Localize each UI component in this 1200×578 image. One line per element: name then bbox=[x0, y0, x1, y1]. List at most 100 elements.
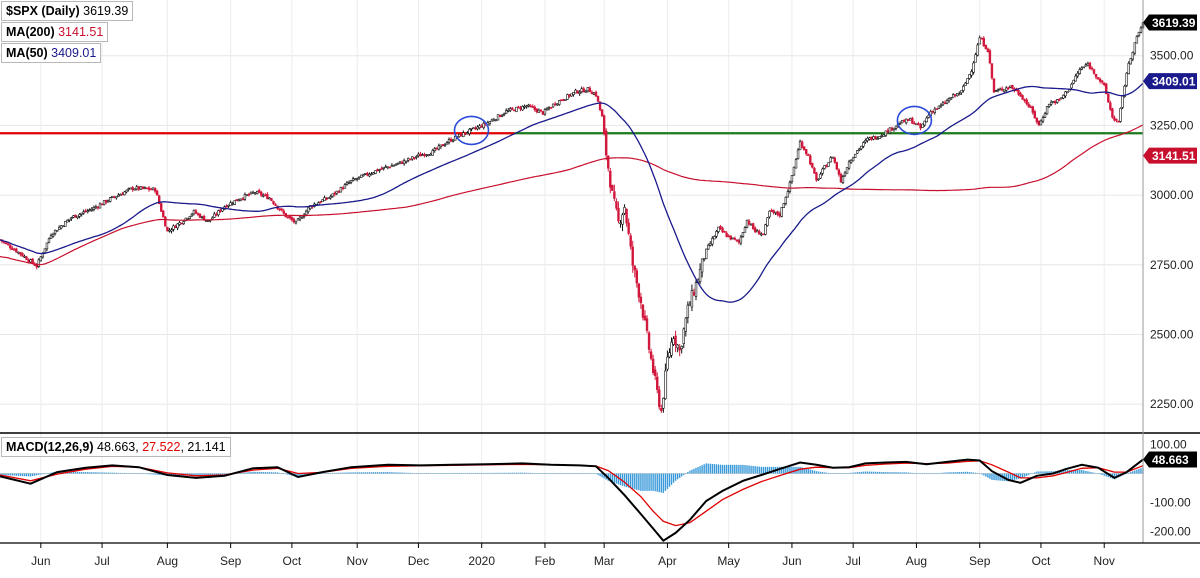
legend-ma50-label: MA(50) bbox=[6, 46, 48, 60]
macd-histogram-bar bbox=[1064, 470, 1067, 474]
macd-histogram-bar bbox=[889, 472, 891, 474]
candle-body bbox=[976, 44, 979, 56]
candle-body bbox=[104, 199, 108, 203]
candle-body bbox=[1109, 102, 1112, 110]
candle-body bbox=[498, 114, 502, 118]
macd-histogram-bar bbox=[395, 472, 397, 474]
candle-body bbox=[541, 111, 545, 115]
macd-histogram-bar bbox=[1087, 471, 1089, 474]
macd-histogram-bar bbox=[695, 467, 697, 474]
candle-body bbox=[266, 194, 269, 200]
macd-histogram-bar bbox=[542, 473, 544, 474]
macd-histogram-bar bbox=[913, 473, 916, 474]
macd-histogram-bar bbox=[660, 473, 663, 493]
macd-histogram-bar bbox=[432, 473, 434, 474]
macd-value-tag: 48.663 bbox=[1143, 451, 1197, 468]
macd-histogram-bar bbox=[46, 473, 48, 474]
candle-body bbox=[900, 119, 904, 124]
macd-histogram-bar bbox=[732, 464, 734, 474]
candle-body bbox=[560, 99, 563, 102]
macd-histogram-bar bbox=[238, 473, 240, 474]
candle-body bbox=[245, 194, 249, 196]
candle-body bbox=[143, 187, 147, 189]
candle-body bbox=[1058, 98, 1061, 101]
macd-histogram-bar bbox=[101, 472, 103, 474]
macd-histogram-bar bbox=[399, 472, 401, 474]
candle-body bbox=[151, 187, 155, 191]
macd-histogram-bar bbox=[621, 473, 624, 486]
candle-body bbox=[549, 107, 553, 109]
macd-histogram-bar bbox=[934, 473, 936, 474]
candle-body bbox=[13, 249, 16, 251]
macd-histogram-bar bbox=[442, 473, 444, 474]
candle-body bbox=[355, 178, 359, 180]
macd-histogram-bar bbox=[703, 464, 705, 474]
candle-body bbox=[607, 155, 610, 169]
candle-body bbox=[262, 194, 265, 197]
macd-histogram-bar bbox=[993, 473, 995, 481]
candle-body bbox=[786, 191, 790, 198]
candle-body bbox=[37, 259, 40, 267]
macd-histogram-bar bbox=[872, 471, 875, 474]
price-tick-label-1: 3250.00 bbox=[1150, 118, 1194, 132]
candle-body bbox=[864, 140, 867, 143]
candle-body bbox=[411, 156, 414, 160]
candle-body bbox=[874, 136, 877, 140]
candle-body bbox=[353, 178, 357, 181]
macd-histogram-bar bbox=[1140, 468, 1142, 474]
macd-histogram-bar bbox=[87, 472, 89, 474]
candle-body bbox=[827, 162, 830, 167]
candle-body bbox=[333, 192, 336, 195]
candle-body bbox=[835, 162, 839, 170]
macd-histogram-bar bbox=[801, 467, 803, 474]
candle-body bbox=[1096, 77, 1100, 80]
macd-histogram-bar bbox=[127, 473, 130, 474]
macd-histogram-bar bbox=[323, 473, 326, 474]
macd-histogram-bar bbox=[930, 473, 932, 475]
macd-histogram-bar bbox=[940, 472, 942, 474]
candle-body bbox=[1019, 93, 1022, 97]
macd-histogram-bar bbox=[693, 468, 695, 474]
macd-histogram-bar bbox=[548, 473, 550, 474]
candle-body bbox=[476, 126, 479, 130]
candle-body bbox=[988, 50, 992, 64]
x-tick-label-2: Aug bbox=[157, 554, 178, 568]
macd-histogram-bar bbox=[513, 472, 516, 474]
candle-body bbox=[17, 251, 20, 254]
macd-histogram-bar bbox=[456, 472, 458, 474]
macd-histogram-bar bbox=[876, 471, 879, 474]
candle-body bbox=[90, 208, 94, 211]
macd-histogram-bar bbox=[654, 473, 656, 492]
candle-body bbox=[731, 237, 734, 240]
legend-macd-value: 48.663 bbox=[97, 440, 136, 454]
macd-histogram-bar bbox=[627, 473, 630, 488]
macd-histogram-bar bbox=[662, 473, 665, 493]
macd-histogram-bar bbox=[354, 472, 356, 474]
macd-histogram-bar bbox=[211, 473, 213, 475]
candle-body bbox=[676, 344, 679, 349]
macd-histogram-bar bbox=[493, 472, 495, 474]
candle-body bbox=[919, 124, 922, 129]
macd-histogram-bar bbox=[887, 472, 889, 474]
candle-body bbox=[282, 210, 285, 214]
candle-body bbox=[1133, 42, 1137, 54]
macd-histogram-bar bbox=[1103, 473, 1105, 476]
candle-body bbox=[288, 215, 292, 219]
macd-histogram-bar bbox=[348, 472, 350, 474]
candle-body bbox=[1094, 73, 1098, 78]
candle-body bbox=[954, 94, 957, 96]
candle-body bbox=[482, 123, 485, 129]
macd-histogram-bar bbox=[954, 472, 956, 474]
macd-histogram-bar bbox=[764, 466, 767, 474]
candle-body bbox=[1105, 83, 1108, 95]
candle-body bbox=[507, 110, 510, 112]
macd-histogram-bar bbox=[331, 472, 334, 474]
macd-histogram-bar bbox=[391, 472, 393, 474]
candle-body bbox=[574, 89, 577, 94]
candle-body bbox=[821, 168, 824, 174]
macd-histogram-bar bbox=[172, 473, 175, 476]
candle-body bbox=[415, 156, 418, 158]
x-tick-label-1: Jul bbox=[94, 554, 109, 568]
macd-value-tag-shape bbox=[1143, 451, 1197, 468]
macd-histogram-bar bbox=[462, 472, 465, 474]
